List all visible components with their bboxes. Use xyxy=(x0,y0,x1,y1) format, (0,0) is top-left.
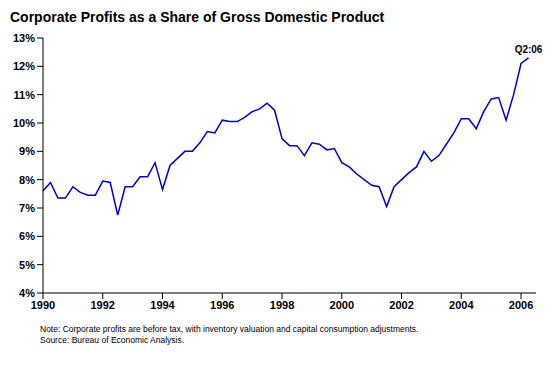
html-text:Corporate Profits as a Share o: Corporate Profits as a Share of Gross Do… xyxy=(10,9,385,25)
html-text:Source: Bureau of Economic Ana: Source: Bureau of Economic Analysis. xyxy=(40,335,185,345)
svg-text:1990: 1990 xyxy=(31,299,55,311)
svg-text:10%: 10% xyxy=(13,117,35,129)
svg-text:2004: 2004 xyxy=(449,299,474,311)
svg-text:6%: 6% xyxy=(19,230,35,242)
svg-text:4%: 4% xyxy=(19,287,35,299)
svg-text:8%: 8% xyxy=(19,174,35,186)
svg-text:9%: 9% xyxy=(19,145,35,157)
svg-text:2006: 2006 xyxy=(509,299,533,311)
svg-text:2000: 2000 xyxy=(330,299,354,311)
svg-text:Q2:06: Q2:06 xyxy=(515,44,543,55)
html-text:Note: Corporate profits are be: Note: Corporate profits are before tax, … xyxy=(40,324,419,334)
svg-text:1992: 1992 xyxy=(91,299,115,311)
svg-text:1994: 1994 xyxy=(150,299,175,311)
svg-text:5%: 5% xyxy=(19,259,35,271)
svg-text:7%: 7% xyxy=(19,202,35,214)
svg-text:12%: 12% xyxy=(13,60,35,72)
svg-text:1996: 1996 xyxy=(210,299,234,311)
svg-text:11%: 11% xyxy=(14,89,36,101)
svg-text:1998: 1998 xyxy=(270,299,294,311)
svg-text:13%: 13% xyxy=(13,32,35,44)
svg-text:2002: 2002 xyxy=(389,299,413,311)
